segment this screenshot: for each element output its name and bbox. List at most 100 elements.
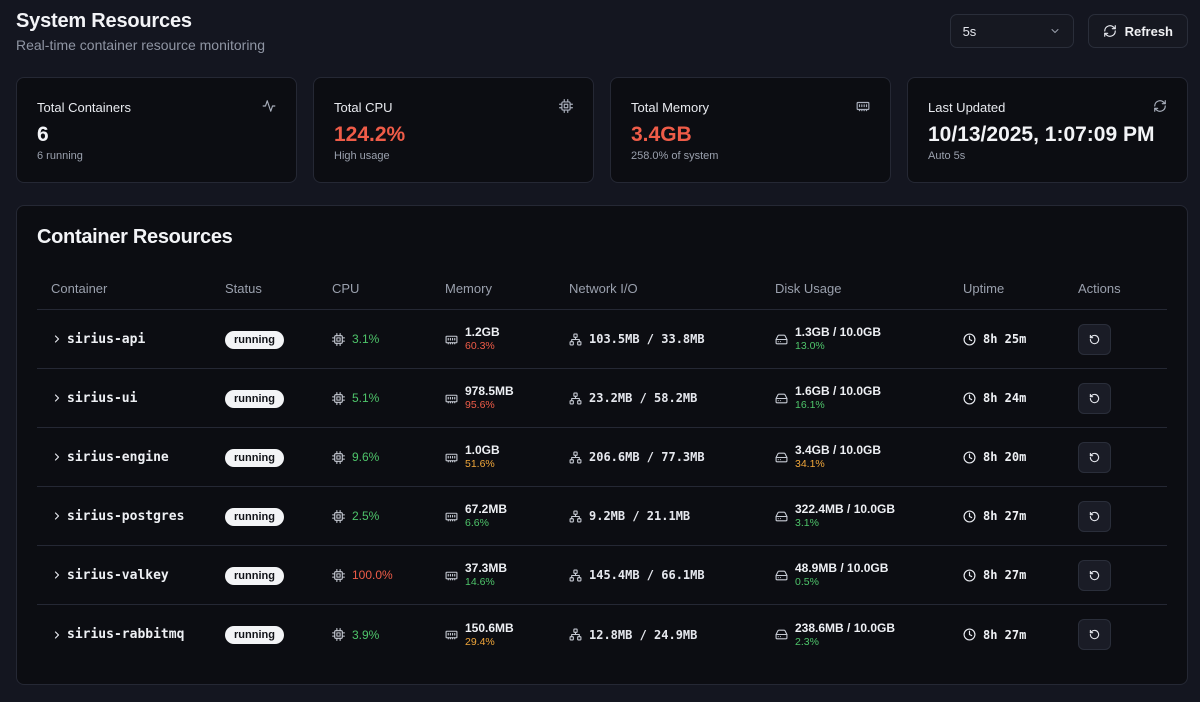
stat-sub: High usage xyxy=(334,150,390,162)
uptime: 8h 27m xyxy=(983,627,1027,642)
uptime: 8h 27m xyxy=(983,568,1027,582)
cpu-icon xyxy=(332,568,345,582)
cpu-percent: 100.0% xyxy=(352,568,393,582)
container-expand-toggle[interactable]: sirius-ui xyxy=(51,391,225,406)
stats-row: Total Containers 6 6 running Total CPU 1… xyxy=(16,77,1188,183)
memory-usage: 150.6MB xyxy=(465,620,514,635)
container-name: sirius-api xyxy=(67,331,146,347)
hard-drive-icon xyxy=(775,629,788,640)
chevron-right-icon xyxy=(54,630,60,639)
page-subtitle: Real-time container resource monitoring xyxy=(16,37,265,53)
disk-usage: 48.9MB / 10.0GB xyxy=(795,561,889,575)
table-header: Container Status CPU Memory Network I/O … xyxy=(37,268,1167,310)
refresh-icon xyxy=(1103,25,1116,37)
stat-sub: 6 running xyxy=(37,150,83,162)
container-expand-toggle[interactable]: sirius-valkey xyxy=(51,568,225,583)
stat-card-last-updated: Last Updated 10/13/2025, 1:07:09 PM Auto… xyxy=(907,77,1188,183)
resources-table: Container Status CPU Memory Network I/O … xyxy=(37,268,1167,664)
memory-icon xyxy=(445,453,458,462)
memory-usage: 37.3MB xyxy=(465,561,508,575)
clock-icon xyxy=(963,391,976,405)
cpu-icon xyxy=(332,628,345,641)
clock-icon xyxy=(963,509,976,523)
memory-icon xyxy=(445,394,458,403)
network-icon xyxy=(569,392,582,404)
memory-usage: 1.2GB xyxy=(465,325,500,339)
stat-sub: Auto 5s xyxy=(928,150,966,162)
network-io: 206.6MB / 77.3MB xyxy=(589,450,705,464)
stat-label: Total Containers xyxy=(37,100,131,115)
status-badge: running xyxy=(225,330,284,349)
memory-icon xyxy=(445,630,458,640)
page-title: System Resources xyxy=(16,10,192,32)
network-io: 103.5MB / 33.8MB xyxy=(589,332,705,346)
hard-drive-icon xyxy=(775,334,788,344)
network-io: 12.8MB / 24.9MB xyxy=(589,627,698,642)
memory-icon xyxy=(445,512,458,521)
memory-percent: 29.4% xyxy=(465,635,495,648)
table-row: sirius-rabbitmq running 3.9% 150.6MB 29.… xyxy=(37,605,1167,664)
container-name: sirius-rabbitmq xyxy=(67,627,185,642)
container-expand-toggle[interactable]: sirius-postgres xyxy=(51,509,225,524)
restart-container-button[interactable] xyxy=(1078,323,1111,355)
cpu-icon xyxy=(332,332,345,346)
refresh-interval-select[interactable]: 5s xyxy=(949,14,1074,48)
page-header: System Resources Real-time container res… xyxy=(16,10,265,53)
restart-container-button[interactable] xyxy=(1078,500,1111,532)
network-icon xyxy=(569,451,582,463)
column-header-container: Container xyxy=(51,281,108,296)
table-row: sirius-valkey running 100.0% 37.3MB 14.6… xyxy=(37,546,1167,605)
memory-icon xyxy=(445,335,458,344)
chevron-right-icon xyxy=(54,335,60,343)
cpu-icon xyxy=(332,509,345,523)
container-expand-toggle[interactable]: sirius-engine xyxy=(51,450,225,465)
clock-icon xyxy=(963,450,976,464)
memory-percent: 95.6% xyxy=(465,399,495,411)
container-name: sirius-postgres xyxy=(67,508,185,524)
cpu-percent: 3.9% xyxy=(352,627,380,642)
restart-icon xyxy=(1089,570,1100,580)
network-icon xyxy=(569,510,582,522)
container-expand-toggle[interactable]: sirius-rabbitmq xyxy=(51,627,225,642)
memory-icon xyxy=(445,571,458,580)
memory-icon xyxy=(856,101,870,112)
cpu-icon xyxy=(332,450,345,464)
restart-container-button[interactable] xyxy=(1078,382,1111,414)
memory-percent: 60.3% xyxy=(465,340,495,352)
header-controls: 5s Refresh xyxy=(949,14,1188,48)
stat-card-cpu: Total CPU 124.2% High usage xyxy=(313,77,594,183)
uptime: 8h 20m xyxy=(983,450,1027,464)
refresh-icon xyxy=(1154,100,1166,112)
stat-value: 10/13/2025, 1:07:09 PM xyxy=(928,123,1155,146)
container-expand-toggle[interactable]: sirius-api xyxy=(51,332,225,347)
restart-icon xyxy=(1089,393,1100,403)
column-header-uptime: Uptime xyxy=(963,281,1005,296)
column-header-network: Network I/O xyxy=(569,281,638,296)
restart-icon xyxy=(1089,511,1100,521)
clock-icon xyxy=(963,568,976,582)
column-header-status: Status xyxy=(225,281,262,296)
table-row: sirius-api running 3.1% 1.2GB 60.3% xyxy=(37,310,1167,369)
cpu-percent: 2.5% xyxy=(352,509,380,523)
table-body: sirius-api running 3.1% 1.2GB 60.3% xyxy=(37,310,1167,664)
status-badge: running xyxy=(225,389,284,408)
memory-percent: 6.6% xyxy=(465,517,489,529)
container-name: sirius-ui xyxy=(67,390,138,406)
table-row: sirius-postgres running 2.5% 67.2MB 6.6% xyxy=(37,487,1167,546)
restart-container-button[interactable] xyxy=(1078,559,1111,591)
cpu-percent: 3.1% xyxy=(352,332,380,346)
restart-container-button[interactable] xyxy=(1078,441,1111,473)
disk-usage: 1.6GB / 10.0GB xyxy=(795,384,882,398)
memory-usage: 67.2MB xyxy=(465,502,508,516)
memory-percent: 51.6% xyxy=(465,458,495,470)
network-io: 145.4MB / 66.1MB xyxy=(589,568,705,582)
uptime: 8h 24m xyxy=(983,391,1027,405)
cpu-percent: 9.6% xyxy=(352,450,380,464)
disk-percent: 16.1% xyxy=(795,399,825,411)
panel-title: Container Resources xyxy=(37,226,233,248)
disk-usage: 3.4GB / 10.0GB xyxy=(795,443,882,457)
refresh-button[interactable]: Refresh xyxy=(1087,14,1188,48)
restart-container-button[interactable] xyxy=(1078,619,1111,650)
cpu-icon xyxy=(332,391,345,405)
memory-usage: 978.5MB xyxy=(465,384,514,398)
